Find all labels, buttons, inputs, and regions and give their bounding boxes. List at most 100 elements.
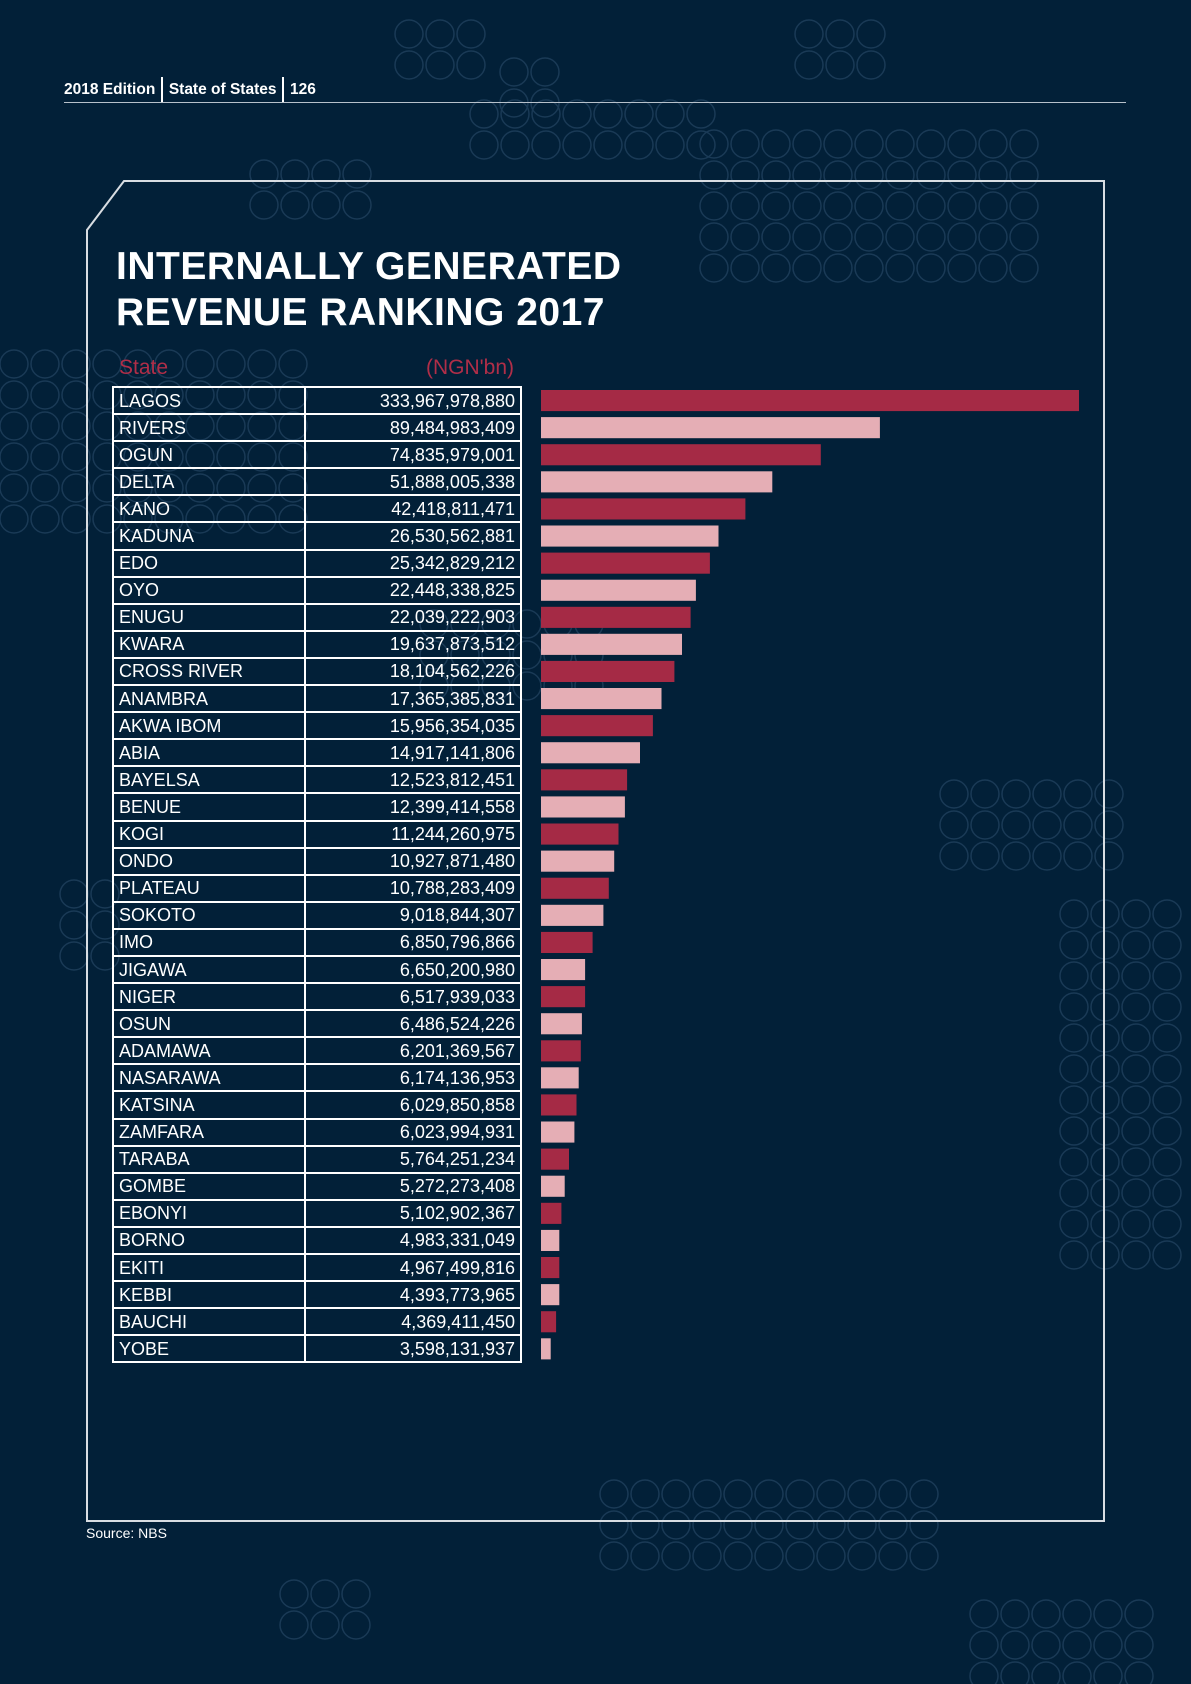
table-row: KATSINA 6,029,850,858 bbox=[112, 1090, 522, 1120]
background-circle bbox=[661, 1510, 691, 1540]
table-row: OSUN 6,486,524,226 bbox=[112, 1009, 522, 1039]
background-circle bbox=[394, 19, 424, 49]
background-circle bbox=[1121, 930, 1151, 960]
background-circle bbox=[916, 129, 946, 159]
background-circle bbox=[123, 349, 153, 379]
background-circle bbox=[885, 253, 915, 283]
background-circle bbox=[61, 473, 91, 503]
background-circle bbox=[0, 473, 29, 503]
background-circle bbox=[1124, 1661, 1154, 1684]
revenue-value: 12,523,812,451 bbox=[304, 765, 522, 795]
state-name: BAYELSA bbox=[112, 765, 306, 795]
background-circle bbox=[730, 222, 760, 252]
background-circle bbox=[1062, 1661, 1092, 1684]
background-circle bbox=[686, 99, 716, 129]
background-circle bbox=[816, 1510, 846, 1540]
state-name: KWARA bbox=[112, 629, 306, 659]
background-circle bbox=[1001, 841, 1031, 871]
background-circle bbox=[1121, 1147, 1151, 1177]
background-circle bbox=[692, 1541, 722, 1571]
background-circle bbox=[723, 1510, 753, 1540]
background-circle bbox=[1152, 1023, 1182, 1053]
background-circle bbox=[854, 191, 884, 221]
background-circle bbox=[531, 130, 561, 160]
table-row: BAUCHI 4,369,411,450 bbox=[112, 1307, 522, 1337]
background-circle bbox=[1059, 1147, 1089, 1177]
background-circle bbox=[1152, 992, 1182, 1022]
background-circle bbox=[1094, 779, 1124, 809]
background-circle bbox=[699, 191, 729, 221]
background-circle bbox=[823, 222, 853, 252]
table-row: YOBE 3,598,131,937 bbox=[112, 1334, 522, 1364]
table-row: DELTA 51,888,005,338 bbox=[112, 467, 522, 497]
background-circle bbox=[854, 160, 884, 190]
bar-kwara bbox=[541, 633, 682, 655]
background-circle bbox=[0, 349, 29, 379]
background-circle bbox=[1093, 1661, 1123, 1684]
background-circle bbox=[885, 129, 915, 159]
background-circle bbox=[1121, 961, 1151, 991]
bar-oyo bbox=[541, 579, 696, 601]
background-circle bbox=[939, 779, 969, 809]
background-circle bbox=[699, 129, 729, 159]
revenue-value: 6,850,796,866 bbox=[304, 927, 522, 957]
table-row: AKWA IBOM 15,956,354,035 bbox=[112, 711, 522, 741]
background-circle bbox=[1009, 253, 1039, 283]
background-circle bbox=[30, 473, 60, 503]
background-circle bbox=[0, 442, 29, 472]
background-circle bbox=[342, 190, 372, 220]
revenue-value: 4,393,773,965 bbox=[304, 1280, 522, 1310]
background-circle bbox=[30, 411, 60, 441]
background-circle bbox=[686, 130, 716, 160]
state-name: KATSINA bbox=[112, 1090, 306, 1120]
background-circle bbox=[969, 1630, 999, 1660]
background-circle bbox=[0, 380, 29, 410]
background-circle bbox=[939, 810, 969, 840]
bar-bauchi bbox=[541, 1311, 557, 1333]
table-row: GOMBE 5,272,273,408 bbox=[112, 1171, 522, 1201]
column-header-state: State bbox=[119, 356, 169, 379]
background-circle bbox=[978, 222, 1008, 252]
state-name: ADAMAWA bbox=[112, 1036, 306, 1066]
chart-title-line-1: INTERNALLY GENERATED bbox=[116, 245, 622, 288]
background-circle bbox=[947, 253, 977, 283]
background-circle bbox=[856, 19, 886, 49]
bar-benue bbox=[541, 796, 625, 818]
background-circle bbox=[692, 1510, 722, 1540]
background-circle bbox=[699, 222, 729, 252]
background-circle bbox=[280, 159, 310, 189]
table-row: ANAMBRA 17,365,385,831 bbox=[112, 684, 522, 714]
background-circle bbox=[342, 159, 372, 189]
background-circle bbox=[878, 1479, 908, 1509]
table-row: LAGOS 333,967,978,880 bbox=[112, 385, 522, 416]
revenue-value: 5,102,902,367 bbox=[304, 1198, 522, 1228]
table-row: KADUNA 26,530,562,881 bbox=[112, 521, 522, 551]
bar-yobe bbox=[541, 1338, 551, 1360]
revenue-value: 15,956,354,035 bbox=[304, 711, 522, 741]
background-circle bbox=[61, 380, 91, 410]
bar-delta bbox=[541, 471, 773, 493]
publication-label: State of States bbox=[168, 81, 277, 98]
background-circle bbox=[30, 349, 60, 379]
background-circle bbox=[969, 1599, 999, 1629]
revenue-value: 5,764,251,234 bbox=[304, 1144, 522, 1174]
background-circle bbox=[1152, 1240, 1182, 1270]
background-circle bbox=[847, 1510, 877, 1540]
state-name: BAUCHI bbox=[112, 1307, 306, 1337]
bar-ogun bbox=[541, 444, 821, 466]
background-circle bbox=[1121, 1085, 1151, 1115]
background-circle bbox=[1000, 1599, 1030, 1629]
background-circle bbox=[947, 160, 977, 190]
background-circle bbox=[730, 191, 760, 221]
background-circle bbox=[1009, 129, 1039, 159]
background-circle bbox=[970, 779, 1000, 809]
background-circle bbox=[311, 190, 341, 220]
background-circle bbox=[947, 191, 977, 221]
background-circle bbox=[761, 129, 791, 159]
background-circle bbox=[530, 88, 560, 118]
background-circle bbox=[1062, 1599, 1092, 1629]
background-circle bbox=[92, 349, 122, 379]
bar-jigawa bbox=[541, 959, 586, 981]
background-circle bbox=[425, 19, 455, 49]
